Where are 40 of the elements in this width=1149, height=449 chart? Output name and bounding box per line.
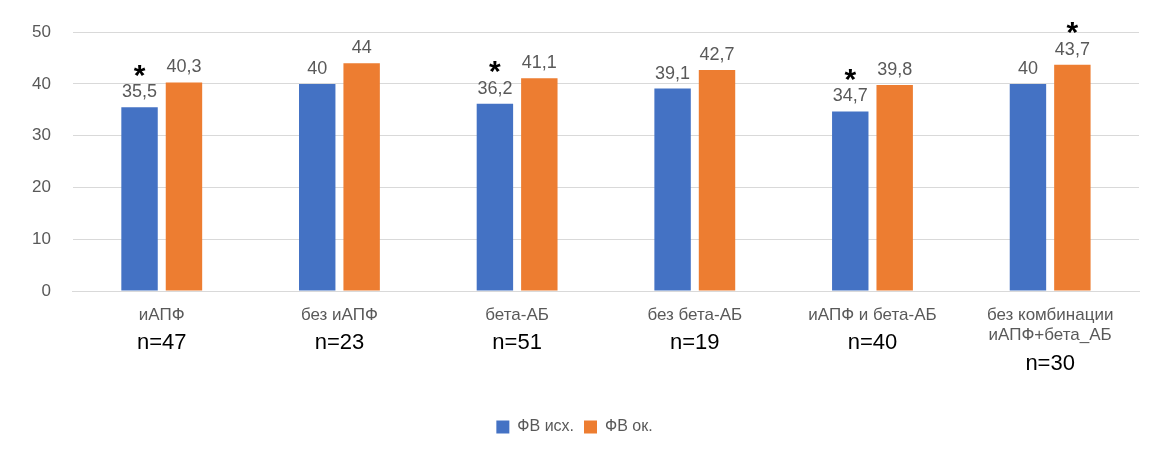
bar: [165, 82, 203, 291]
data-label: 41,1: [521, 52, 557, 73]
bar: [698, 69, 736, 291]
x-tick-label: иАПФ и бета-АБ: [808, 304, 937, 324]
data-label: 44: [351, 37, 372, 58]
x-tick-label: иАПФ: [138, 304, 185, 324]
text: n=30: [1025, 350, 1075, 376]
bar: [299, 83, 336, 291]
bar: [521, 78, 558, 291]
bar: [832, 111, 869, 291]
y-tick-label: 10: [31, 228, 51, 248]
text: n=51: [492, 329, 542, 355]
text: n=47: [136, 329, 187, 355]
legend-label: ФВ ок.: [605, 417, 653, 435]
x-tick-label: бета-АБ: [485, 304, 549, 324]
y-tick-label: 50: [31, 21, 51, 41]
x-tick-label: без иАПФ: [300, 304, 378, 324]
bar: [476, 103, 514, 291]
data-label: 40: [307, 57, 328, 78]
bar: [1009, 83, 1047, 291]
data-label: 40: [1017, 57, 1038, 78]
y-tick-label: 20: [31, 177, 51, 197]
bar: [343, 63, 380, 291]
text: n=19: [670, 329, 720, 355]
y-tick-label: 30: [31, 125, 51, 145]
bar: [876, 85, 913, 291]
y-tick-label: 40: [31, 73, 51, 93]
data-label: 42,7: [699, 43, 735, 64]
bar: [654, 88, 691, 291]
text: n=23: [314, 329, 365, 355]
x-tick-label: без бета-АБ: [647, 304, 743, 324]
x-tick-label: без комбинации иАПФ+бета_АБ: [986, 304, 1114, 345]
data-label: 39,8: [877, 58, 913, 79]
y-tick-label: 0: [41, 280, 51, 300]
bar: [1054, 64, 1091, 291]
text: n=40: [847, 329, 898, 355]
data-label: 40,3: [166, 56, 202, 77]
data-label: 39,1: [655, 62, 691, 83]
bar: [121, 107, 158, 291]
legend-label: ФВ исх.: [517, 417, 575, 435]
